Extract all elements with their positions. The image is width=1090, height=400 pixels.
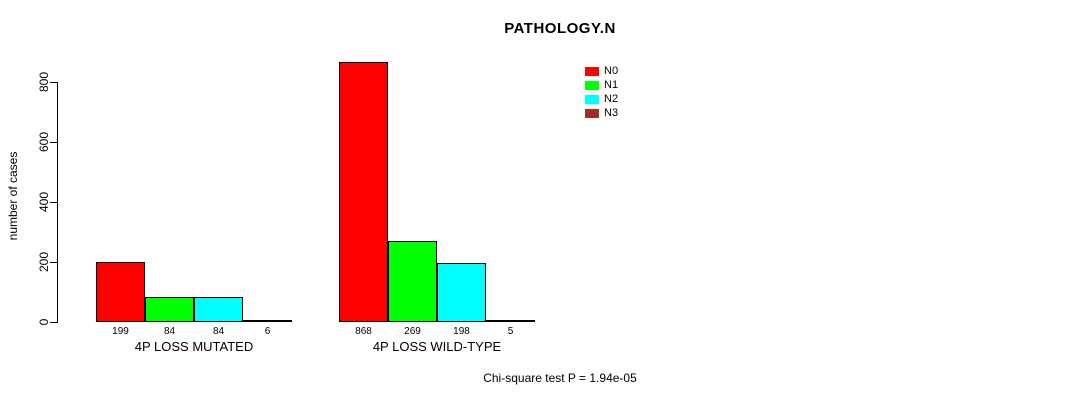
chart-title: PATHOLOGY.N — [504, 20, 616, 37]
bar-value-label: 198 — [453, 326, 470, 337]
category-label: 4P LOSS WILD-TYPE — [372, 339, 502, 354]
y-tick-mark — [50, 142, 57, 143]
bar-value-label: 5 — [507, 326, 514, 337]
legend: N0 N1 N2 N3 — [585, 64, 618, 120]
legend-swatch-icon — [585, 66, 599, 76]
chi-square-annotation: Chi-square test P = 1.94e-05 — [483, 371, 637, 385]
bar-value-label: 84 — [163, 326, 176, 337]
bar-n3 — [486, 320, 535, 322]
y-axis-label: number of cases — [6, 151, 20, 241]
bar-value-label: 269 — [404, 326, 421, 337]
bar-n1 — [145, 297, 194, 322]
legend-item-n2: N2 — [585, 92, 618, 106]
y-tick-mark — [50, 82, 57, 83]
bar-value-label: 6 — [264, 326, 271, 337]
y-tick-mark — [50, 202, 57, 203]
legend-label: N2 — [604, 93, 619, 105]
y-tick-label: 200 — [37, 251, 51, 273]
category-label: 4P LOSS MUTATED — [134, 339, 254, 354]
y-tick-label: 600 — [37, 131, 51, 153]
legend-item-n1: N1 — [585, 78, 618, 92]
bar-n2 — [194, 297, 243, 322]
bar-n1 — [388, 241, 437, 322]
legend-swatch-icon — [585, 108, 599, 118]
legend-swatch-icon — [585, 80, 599, 90]
legend-label: N0 — [604, 65, 619, 77]
bar-n0 — [339, 62, 388, 322]
legend-label: N3 — [604, 107, 619, 119]
bar-value-label: 868 — [355, 326, 372, 337]
bar-value-label: 84 — [212, 326, 225, 337]
bar-n3 — [243, 320, 292, 322]
bar-value-label: 199 — [112, 326, 129, 337]
legend-label: N1 — [604, 79, 619, 91]
legend-item-n0: N0 — [585, 64, 618, 78]
y-tick-mark — [50, 262, 57, 263]
y-axis-line — [57, 82, 58, 323]
legend-swatch-icon — [585, 94, 599, 104]
bar-n0 — [96, 262, 145, 322]
y-tick-label: 400 — [37, 191, 51, 213]
legend-item-n3: N3 — [585, 106, 618, 120]
bar-n2 — [437, 263, 486, 322]
y-tick-label: 0 — [37, 318, 51, 326]
y-tick-mark — [50, 322, 57, 323]
y-tick-label: 800 — [37, 71, 51, 93]
